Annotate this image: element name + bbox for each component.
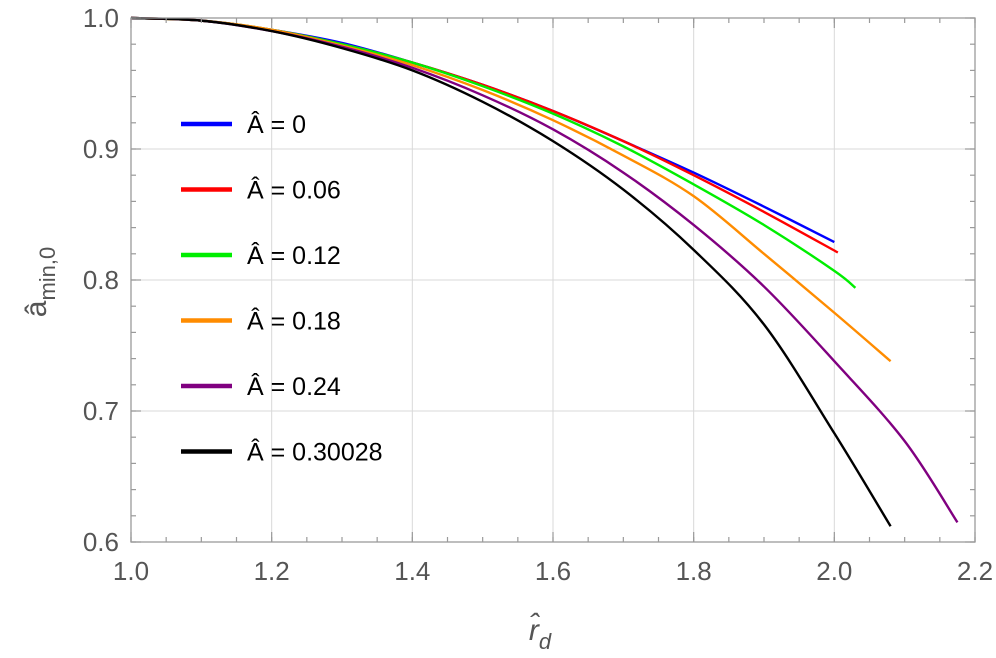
tick-labels: 1.0 1.2 1.4 1.6 1.8 2.0 2.2 0.6 0.7 0.8 0.9 1.0 xyxy=(83,3,993,586)
legend-label-0: Â = 0 xyxy=(247,110,306,139)
legend-label-3: Â = 0.18 xyxy=(247,307,341,336)
series-line-2 xyxy=(130,16,857,289)
x-tick-label: 2.0 xyxy=(816,556,852,586)
y-tick-label: 0.9 xyxy=(83,134,119,164)
series-line-5 xyxy=(130,16,892,527)
y-axis-label-sub: min,0 xyxy=(35,247,60,301)
series-line-3 xyxy=(130,16,892,363)
legend: Â = 0 Â = 0.06 Â = 0.12 Â = 0.18 Â = 0.24 Â =… xyxy=(181,110,383,467)
series-layer xyxy=(130,16,959,527)
x-tick-label: 1.4 xyxy=(394,556,430,586)
x-tick-label: 1.8 xyxy=(676,556,712,586)
legend-label-4: Â = 0.24 xyxy=(247,372,341,401)
y-tick-label: 0.6 xyxy=(83,527,119,557)
y-tick-label: 0.7 xyxy=(83,396,119,426)
y-tick-label: 0.8 xyxy=(83,265,119,295)
x-axis-label-main: r̂ xyxy=(529,613,540,647)
series-line-1 xyxy=(130,16,839,254)
tick-marks xyxy=(130,17,976,543)
legend-label-2: Â = 0.12 xyxy=(247,241,341,270)
grid xyxy=(131,18,975,542)
legend-label-1: Â = 0.06 xyxy=(247,176,341,205)
x-axis-label: r̂d xyxy=(529,613,552,654)
series-line-0 xyxy=(130,16,835,244)
y-axis-label-main: â xyxy=(20,300,53,317)
legend-label-5: Â = 0.30028 xyxy=(247,438,383,467)
y-axis-label: âmin,0 xyxy=(20,247,60,317)
y-tick-label: 1.0 xyxy=(83,3,119,33)
x-tick-label: 1.6 xyxy=(535,556,571,586)
x-tick-label: 2.2 xyxy=(957,556,993,586)
x-axis-label-sub: d xyxy=(539,629,552,654)
x-tick-label: 1.0 xyxy=(113,556,149,586)
x-tick-label: 1.2 xyxy=(254,556,290,586)
